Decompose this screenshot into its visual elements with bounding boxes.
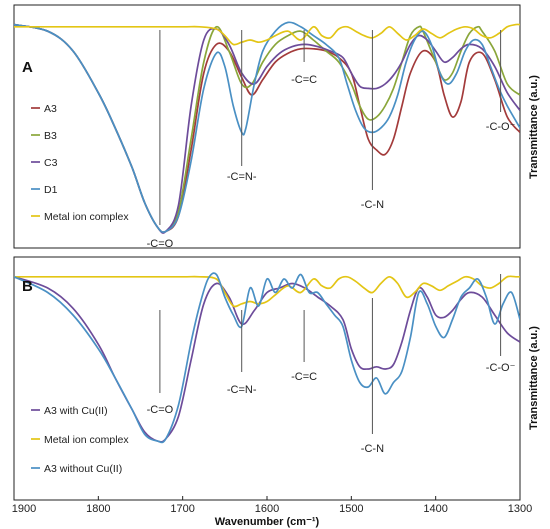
x-tick-label: 1600 xyxy=(255,503,279,515)
y-axis-title: Transmittance (a.u.) xyxy=(528,326,540,430)
annotation-label: -C-O⁻ xyxy=(486,121,516,133)
annotation-label: -C-O⁻ xyxy=(486,362,516,374)
annotation-label: -C-N xyxy=(361,443,384,455)
series-group xyxy=(14,272,520,444)
annotation-label: -C=C xyxy=(291,371,317,383)
annotation-label: -C=N- xyxy=(227,384,257,396)
panel-letter: A xyxy=(22,59,33,76)
legend-entry: A3 with Cu(II) xyxy=(44,405,108,417)
series-line-d1 xyxy=(14,21,520,233)
legend-entry: A3 without Cu(II) xyxy=(44,463,122,475)
panel-letter: B xyxy=(22,278,33,295)
legend-entry: Metal ion complex xyxy=(44,434,129,446)
panel-B: A3 with Cu(II) Metal ion complex A3 withou… xyxy=(12,256,540,528)
legend-entry: B3 xyxy=(44,130,57,142)
legend-entry: A3 xyxy=(44,103,57,115)
x-tick-label: 1900 xyxy=(12,503,36,515)
legend-entry: Metal ion complex xyxy=(44,211,129,223)
panel-frame xyxy=(13,4,521,249)
x-tick-label: 1500 xyxy=(339,503,363,515)
series-line-metal-ion-complex xyxy=(14,275,520,308)
legend-entry: C3 xyxy=(44,157,58,169)
x-tick-label: 1300 xyxy=(508,503,532,515)
x-axis-title: Wavenumber (cm⁻¹) xyxy=(215,516,320,528)
x-tick-label: 1400 xyxy=(423,503,447,515)
panel-A: A3 B3 C3 D1 Metal ion complex -C=O -C=N- -C=C -C… xyxy=(13,4,540,250)
panel-frame xyxy=(13,256,521,501)
y-axis-title: Transmittance (a.u.) xyxy=(528,75,540,179)
series-line-a3-without-cu-ii- xyxy=(14,272,520,444)
annotation-label: -C=O xyxy=(147,404,174,416)
legend-entry: D1 xyxy=(44,184,58,196)
series-line-metal-ion-complex xyxy=(14,23,520,46)
annotation-label: -C-N xyxy=(361,199,384,211)
series-group xyxy=(14,21,520,234)
annotation-label: -C=C xyxy=(291,74,317,86)
x-tick-label: 1700 xyxy=(170,503,194,515)
x-tick-label: 1800 xyxy=(86,503,110,515)
annotation-label: -C=O xyxy=(147,238,174,250)
annotation-label: -C=N- xyxy=(227,171,257,183)
